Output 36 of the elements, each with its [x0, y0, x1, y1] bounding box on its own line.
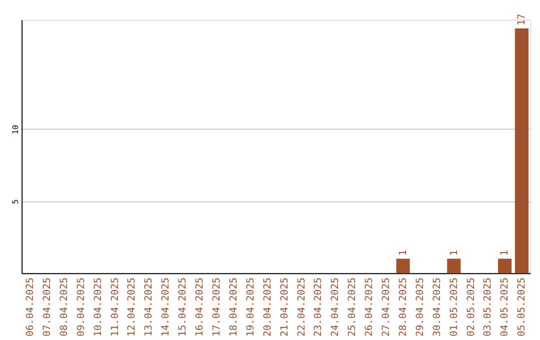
x-tick-label: 07.04.2025 [42, 277, 53, 336]
x-tick-label: 09.04.2025 [76, 277, 87, 336]
x-tick-label: 30.04.2025 [432, 277, 443, 336]
x-tick-label: 16.04.2025 [194, 277, 206, 336]
x-tick-label: 23.04.2025 [313, 277, 324, 336]
x-tick-label: 29.04.2025 [414, 277, 426, 336]
x-tick-label: 08.04.2025 [58, 277, 70, 336]
data-label: 1 [398, 250, 409, 256]
x-tick-label: 10.04.2025 [92, 277, 104, 336]
x-tick-label: 06.04.2025 [25, 277, 36, 336]
x-tick-label: 28.04.2025 [398, 277, 409, 336]
x-tick-label: 27.04.2025 [381, 277, 392, 336]
data-label: 17 [516, 14, 528, 26]
x-tick-label: 24.04.2025 [330, 277, 342, 336]
x-tick-label: 15.04.2025 [178, 277, 189, 336]
x-tick-label: 22.04.2025 [296, 277, 308, 336]
x-tick-label: 01.05.2025 [448, 277, 460, 336]
x-tick-label: 04.05.2025 [500, 277, 511, 336]
x-tick-label: 21.04.2025 [279, 277, 290, 336]
x-tick-label: 13.04.2025 [144, 277, 155, 336]
x-tick-label: 20.04.2025 [262, 277, 274, 336]
x-tick-label: 26.04.2025 [364, 277, 376, 336]
x-tick-label: 02.05.2025 [466, 277, 477, 336]
x-tick-label: 25.04.2025 [347, 277, 358, 336]
x-tick-label: 03.05.2025 [482, 277, 494, 336]
x-tick-label: 05.05.2025 [516, 277, 528, 336]
data-label: 1 [448, 250, 460, 256]
x-tick-label: 17.04.2025 [212, 277, 222, 336]
x-tick-label: 11.04.2025 [110, 277, 121, 336]
x-tick-label: 18.04.2025 [228, 277, 240, 336]
x-tick-label: 12.04.2025 [126, 277, 138, 336]
y-tick-label: 10 [11, 124, 20, 134]
x-tick-label: 14.04.2025 [160, 277, 172, 336]
x-tick-label: 19.04.2025 [245, 277, 256, 336]
y-tick-label: 5 [11, 198, 20, 204]
data-label: 1 [500, 250, 511, 256]
